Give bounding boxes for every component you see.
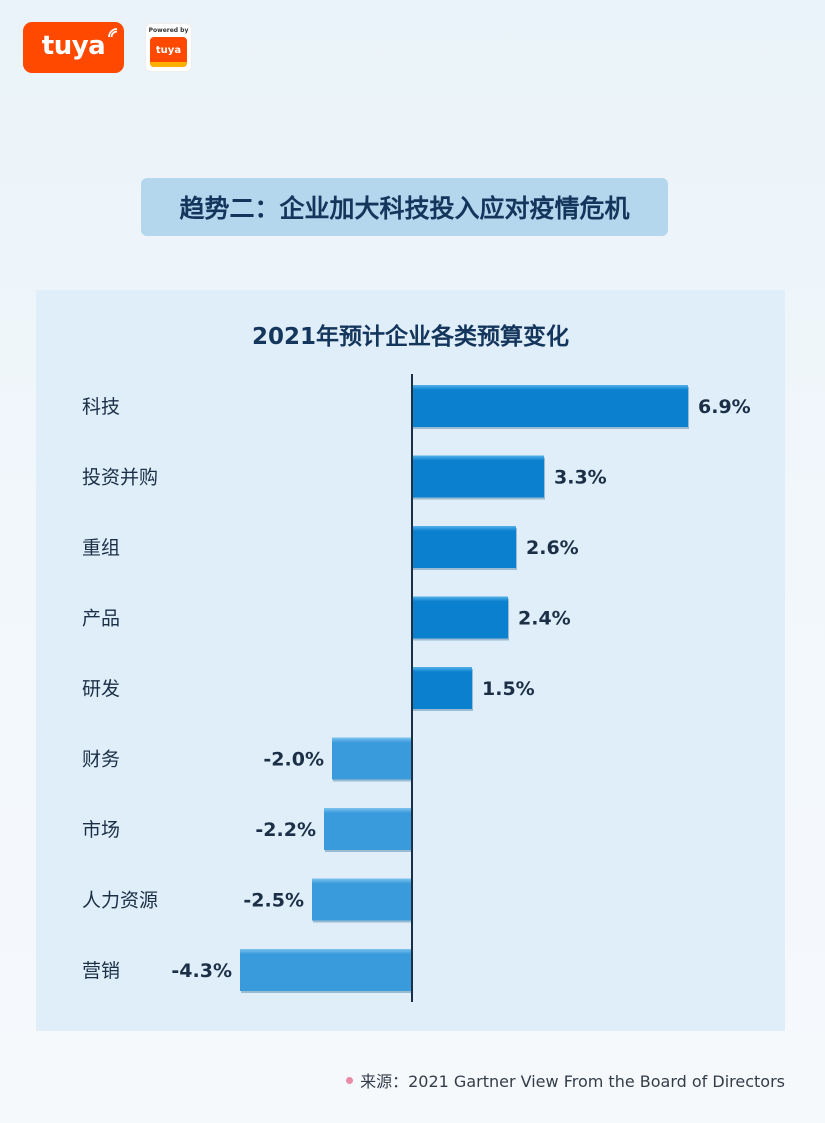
category-label: 市场	[82, 819, 120, 841]
bar-7	[324, 808, 412, 850]
tuya-logo: tuya	[23, 22, 124, 73]
value-label: -4.3%	[171, 960, 232, 982]
category-label: 人力资源	[82, 890, 158, 912]
bar-6	[332, 737, 412, 780]
chart-panel: 2021年预计企业各类预算变化 科技 6.9% 投资并购 3.3% 重组 2.6% 产品 2.…	[36, 290, 785, 1031]
category-label: 研发	[82, 678, 120, 700]
headline-banner: 趋势二：企业加大科技投入应对疫情危机	[141, 178, 668, 236]
source-text: 来源：2021 Gartner View From the Board of D…	[360, 1072, 785, 1091]
value-label: 1.5%	[482, 678, 535, 700]
chart-title: 2021年预计企业各类预算变化	[251, 324, 569, 350]
value-label: 6.9%	[698, 396, 751, 418]
value-label: -2.5%	[243, 890, 304, 912]
powered-by-mini-logo-text: tuya	[155, 44, 182, 56]
category-label: 营销	[82, 960, 120, 982]
category-label: 产品	[82, 608, 120, 630]
bar-2	[412, 455, 544, 498]
source-note: 来源：2021 Gartner View From the Board of D…	[346, 1068, 785, 1092]
value-label: -2.0%	[263, 749, 324, 771]
category-label: 科技	[82, 396, 120, 418]
powered-by-text: Powered by	[148, 27, 189, 34]
bar-9	[240, 949, 412, 991]
source-dot-icon	[346, 1076, 354, 1084]
value-label: 2.6%	[526, 537, 579, 559]
bar-8	[312, 878, 412, 921]
bar-5	[412, 667, 472, 709]
category-label: 财务	[82, 749, 120, 771]
wifi-icon	[108, 28, 118, 38]
bar-3	[412, 526, 516, 568]
bar-4	[412, 596, 508, 639]
category-label: 重组	[82, 537, 120, 559]
value-label: 3.3%	[554, 467, 607, 489]
category-label: 投资并购	[82, 467, 158, 489]
bar-1	[412, 385, 688, 427]
powered-by-tuya-logo: Powered by tuya	[146, 24, 191, 71]
powered-by-stripe	[150, 62, 187, 67]
bar-chart: 科技 6.9% 投资并购 3.3% 重组 2.6% 产品 2.4% 研发 1.5% 财务 -2.0% 市…	[82, 374, 751, 1002]
headline-text: 趋势二：企业加大科技投入应对疫情危机	[179, 194, 630, 223]
value-label: -2.2%	[255, 819, 316, 841]
value-label: 2.4%	[518, 608, 571, 630]
tuya-logo-text: tuya	[41, 30, 106, 61]
